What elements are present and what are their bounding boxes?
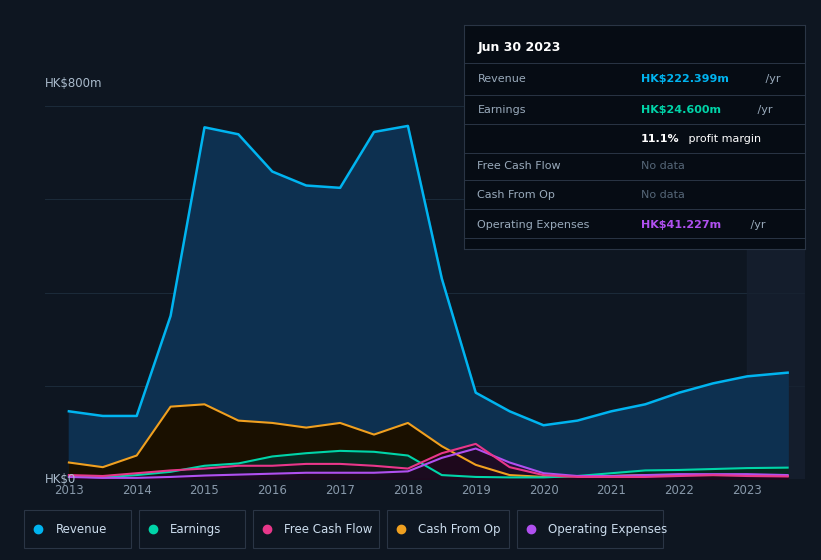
Text: HK$222.399m: HK$222.399m <box>641 74 729 84</box>
Text: Cash From Op: Cash From Op <box>478 190 555 200</box>
Text: profit margin: profit margin <box>686 134 761 144</box>
Bar <box>747 92 805 479</box>
Text: Free Cash Flow: Free Cash Flow <box>478 161 561 171</box>
Text: Operating Expenses: Operating Expenses <box>478 220 589 230</box>
Text: HK$41.227m: HK$41.227m <box>641 220 721 230</box>
Text: /yr: /yr <box>746 220 765 230</box>
FancyBboxPatch shape <box>517 510 663 548</box>
FancyBboxPatch shape <box>387 510 509 548</box>
Text: Earnings: Earnings <box>170 522 222 536</box>
Text: Free Cash Flow: Free Cash Flow <box>284 522 373 536</box>
Text: Cash From Op: Cash From Op <box>419 522 501 536</box>
Text: /yr: /yr <box>762 74 781 84</box>
Text: No data: No data <box>641 190 685 200</box>
Text: Operating Expenses: Operating Expenses <box>548 522 667 536</box>
Text: No data: No data <box>641 161 685 171</box>
Text: 11.1%: 11.1% <box>641 134 680 144</box>
FancyBboxPatch shape <box>25 510 131 548</box>
FancyBboxPatch shape <box>253 510 379 548</box>
Text: Jun 30 2023: Jun 30 2023 <box>478 41 561 54</box>
Text: HK$24.600m: HK$24.600m <box>641 105 721 115</box>
FancyBboxPatch shape <box>139 510 245 548</box>
Text: Revenue: Revenue <box>56 522 108 536</box>
Text: Earnings: Earnings <box>478 105 526 115</box>
Text: Revenue: Revenue <box>478 74 526 84</box>
Text: HK$800m: HK$800m <box>45 77 103 90</box>
Text: HK$0: HK$0 <box>45 473 76 486</box>
Text: /yr: /yr <box>754 105 773 115</box>
